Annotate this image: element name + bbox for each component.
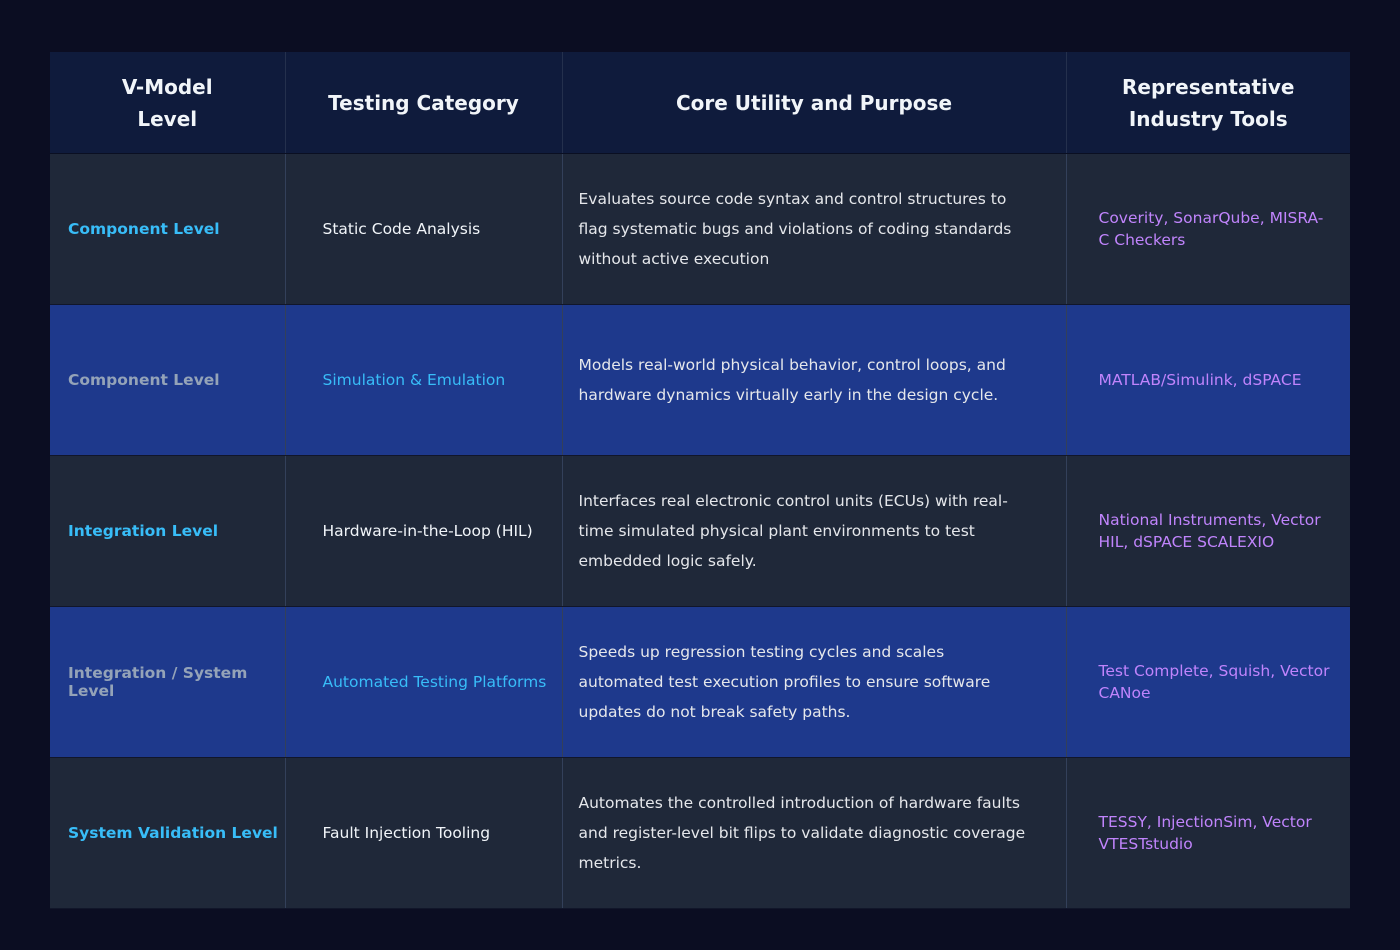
table-row: Integration Level Hardware-in-the-Loop (H… [50, 455, 1350, 607]
level-cell: Component Level [50, 304, 286, 456]
header-cell: Testing Category [285, 52, 563, 154]
header-row: V-Model Level Testing Category Core Util… [50, 52, 1350, 154]
level-cell: Component Level [50, 153, 286, 305]
category-cell: Fault Injection Tooling [285, 757, 563, 909]
category-cell: Simulation & Emulation [285, 304, 563, 456]
level-cell: Integration Level [50, 455, 286, 607]
category-cell: Hardware-in-the-Loop (HIL) [285, 455, 563, 607]
header-cell: Core Utility and Purpose [562, 52, 1067, 154]
table-row: Component Level Static Code Analysis Evalu… [50, 153, 1350, 305]
table-body: Component Level Static Code Analysis Evalu… [50, 153, 1350, 909]
tools-cell: Coverity, SonarQube, MISRA-C Checkers [1066, 153, 1350, 305]
table-row: System Validation Level Fault Injection T… [50, 757, 1350, 909]
table-row: Integration / System Level Automated Test… [50, 606, 1350, 758]
description-cell: Evaluates source code syntax and control… [562, 153, 1067, 305]
tools-cell: National Instruments, Vector HIL, dSPACE… [1066, 455, 1350, 607]
level-cell: System Validation Level [50, 757, 286, 909]
header-cell: Representative Industry Tools [1066, 52, 1350, 154]
category-cell: Static Code Analysis [285, 153, 563, 305]
category-cell: Automated Testing Platforms [285, 606, 563, 758]
tools-table: V-Model Level Testing Category Core Util… [50, 52, 1350, 909]
table-row: Component Level Simulation & Emulation Mod… [50, 304, 1350, 456]
tools-cell: MATLAB/Simulink, dSPACE [1066, 304, 1350, 456]
description-cell: Speeds up regression testing cycles and … [562, 606, 1067, 758]
tools-cell: Test Complete, Squish, Vector CANoe [1066, 606, 1350, 758]
tools-cell: TESSY, InjectionSim, Vector VTESTstudio [1066, 757, 1350, 909]
description-cell: Automates the controlled introduction of… [562, 757, 1067, 909]
description-cell: Models real-world physical behavior, con… [562, 304, 1067, 456]
table-header: V-Model Level Testing Category Core Util… [50, 52, 1350, 154]
header-cell: V-Model Level [50, 52, 286, 154]
description-cell: Interfaces real electronic control units… [562, 455, 1067, 607]
level-cell: Integration / System Level [50, 606, 286, 758]
